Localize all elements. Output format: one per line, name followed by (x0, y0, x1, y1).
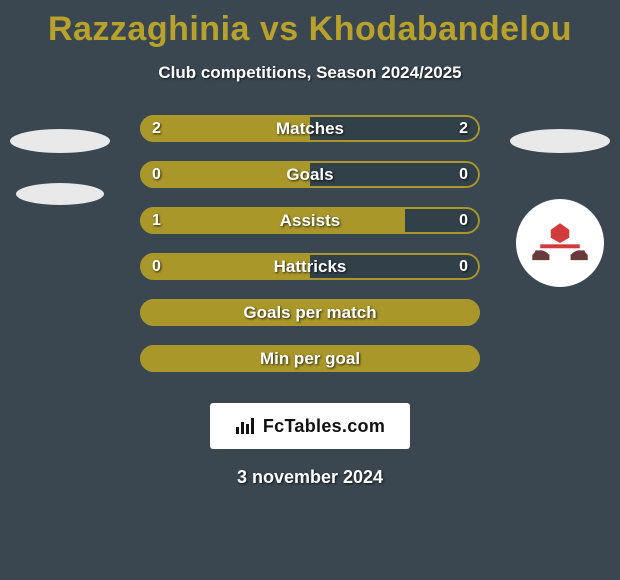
stat-bars: Matches22Goals00Assists10Hattricks00Goal… (140, 115, 480, 372)
brand-badge: FcTables.com (210, 403, 410, 449)
stat-bar-left-value: 1 (152, 207, 161, 234)
persepolis-icon (527, 223, 593, 263)
left-badge-placeholder-1 (10, 129, 110, 153)
stat-bar-left-value: 0 (152, 253, 161, 280)
stat-bar-label: Hattricks (140, 253, 480, 280)
stat-bar: Hattricks0 0 (140, 253, 480, 280)
stat-bar: Matches2 2 (140, 115, 480, 142)
stat-bar-right-value: 0 (459, 207, 468, 234)
brand-label: FcTables.com (263, 416, 385, 437)
stat-bar-label: Matches (140, 115, 480, 142)
stat-bar-right-value: 0 (459, 161, 468, 188)
bars-icon (235, 417, 257, 435)
stat-bar-label: Min per goal (140, 345, 480, 372)
right-badge-column (500, 115, 620, 287)
stat-bar: Goals0 0 (140, 161, 480, 188)
stat-bar-label: Goals per match (140, 299, 480, 326)
comparison-area: Matches22Goals00Assists10Hattricks00Goal… (0, 115, 620, 385)
stat-bar-right-value: 0 (459, 253, 468, 280)
right-badge-placeholder-1 (510, 129, 610, 153)
stat-bar-left-value: 0 (152, 161, 161, 188)
stat-bar: Goals per match (140, 299, 480, 326)
stat-bar-label: Assists (140, 207, 480, 234)
stat-bar-label: Goals (140, 161, 480, 188)
right-club-logo (516, 199, 604, 287)
stat-bar: Assists1 0 (140, 207, 480, 234)
left-badge-placeholder-2 (16, 183, 104, 205)
left-badge-column (0, 115, 120, 205)
stat-bar-right-value: 2 (459, 115, 468, 142)
stat-bar-left-value: 2 (152, 115, 161, 142)
stat-bar: Min per goal (140, 345, 480, 372)
